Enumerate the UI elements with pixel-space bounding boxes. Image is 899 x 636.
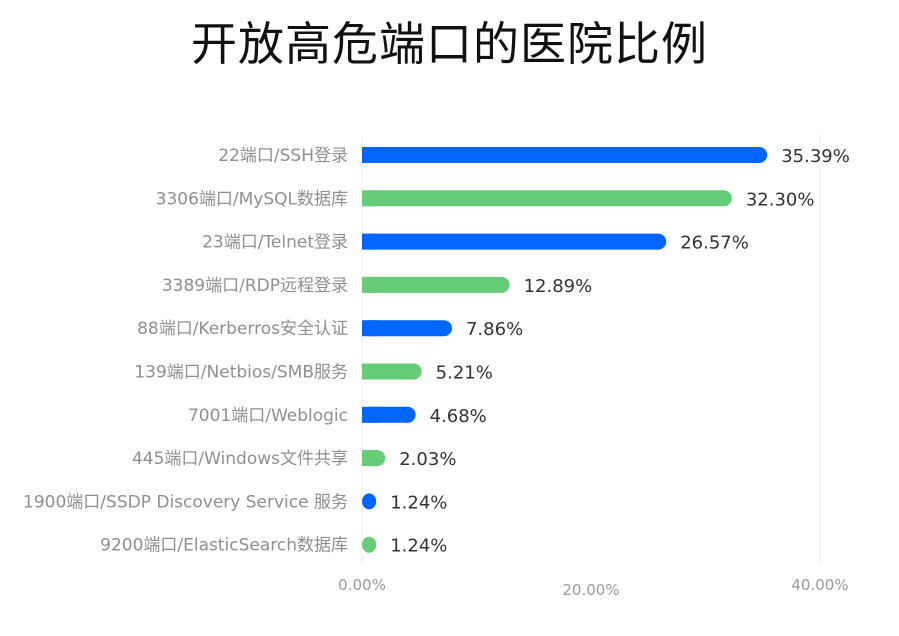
bar-square-start xyxy=(362,276,378,293)
bar xyxy=(362,320,452,337)
value-label: 35.39% xyxy=(781,146,850,167)
bar-square-start xyxy=(362,190,378,207)
value-label: 26.57% xyxy=(680,233,749,254)
bar xyxy=(362,276,510,293)
value-label: 2.03% xyxy=(399,449,456,470)
bar xyxy=(362,190,732,207)
value-label: 12.89% xyxy=(524,276,593,297)
chart-title: 开放高危端口的医院比例 xyxy=(191,17,708,71)
category-label: 3306端口/MySQL数据库 xyxy=(156,189,348,209)
category-label: 7001端口/Weblogic xyxy=(188,406,348,426)
category-label: 139端口/Netbios/SMB服务 xyxy=(134,363,348,383)
category-label: 88端口/Kerberros安全认证 xyxy=(137,319,348,339)
value-label: 4.68% xyxy=(430,406,487,427)
value-label: 5.21% xyxy=(436,363,493,384)
bar-square-start xyxy=(362,320,378,337)
bar-square-start xyxy=(362,363,378,380)
category-label: 22端口/SSH登录 xyxy=(218,146,348,166)
bar xyxy=(362,493,377,510)
bar-square-start xyxy=(362,147,378,163)
value-label: 1.24% xyxy=(390,492,447,513)
x-tick-label: 20.00% xyxy=(562,581,619,599)
value-label: 32.30% xyxy=(746,189,815,210)
value-label: 1.24% xyxy=(390,536,447,557)
value-label: 7.86% xyxy=(466,319,523,340)
bar-square-start xyxy=(362,233,378,250)
category-label: 23端口/Telnet登录 xyxy=(202,233,348,253)
bar xyxy=(362,147,768,163)
category-label: 1900端口/SSDP Discovery Service 服务 xyxy=(23,492,348,512)
bar-square-start xyxy=(362,406,378,423)
bar xyxy=(362,233,667,250)
category-label: 3389端口/RDP远程登录 xyxy=(162,276,348,296)
bar-square-start xyxy=(362,450,378,467)
category-label: 445端口/Windows文件共享 xyxy=(132,449,348,469)
x-tick-label: 0.00% xyxy=(338,576,386,594)
x-tick-label: 40.00% xyxy=(791,576,848,594)
bar xyxy=(362,536,377,553)
category-label: 9200端口/ElasticSearch数据库 xyxy=(100,536,348,556)
